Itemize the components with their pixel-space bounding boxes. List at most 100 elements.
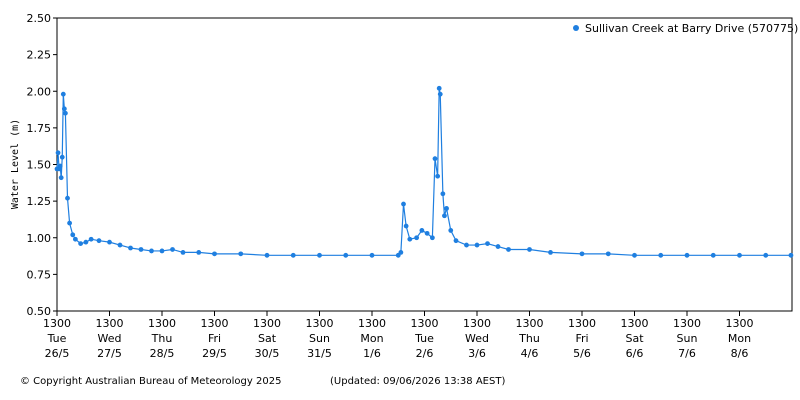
data-point — [170, 247, 175, 252]
data-point — [485, 241, 490, 247]
x-tick-label: Tue — [414, 332, 434, 345]
x-tick-label: 1300 — [43, 317, 71, 330]
x-tick-label: 3/6 — [468, 347, 486, 360]
data-point — [212, 251, 217, 257]
y-tick-label: 2.00 — [27, 85, 52, 98]
x-tick-label: 1300 — [568, 317, 596, 330]
x-tick-label: 1300 — [621, 317, 649, 330]
data-point — [70, 232, 76, 238]
x-tick-label: Fri — [208, 332, 221, 345]
data-point — [579, 251, 585, 257]
data-point — [67, 220, 72, 226]
data-point — [317, 252, 322, 258]
data-point — [448, 228, 454, 233]
x-tick-label: 1/6 — [363, 347, 381, 360]
x-tick-label: 31/5 — [307, 347, 332, 360]
x-tick-label: 1300 — [96, 317, 124, 330]
y-tick-label: 1.75 — [27, 122, 52, 135]
data-point — [83, 239, 89, 245]
x-tick-label: Sun — [309, 332, 330, 345]
data-point — [65, 195, 70, 201]
data-point — [343, 252, 349, 258]
data-point — [196, 250, 202, 255]
data-point — [180, 250, 186, 255]
data-point — [737, 252, 742, 258]
data-point — [58, 175, 64, 181]
x-tick-label: Sat — [625, 332, 644, 345]
x-tick-label: Tue — [47, 332, 67, 345]
y-tick-label: 0.50 — [27, 305, 52, 318]
data-point — [444, 206, 449, 211]
y-tick-label: 0.75 — [27, 268, 52, 281]
data-point — [60, 91, 66, 97]
data-point — [710, 252, 716, 258]
data-point — [548, 250, 553, 255]
x-tick-label: 26/5 — [45, 347, 70, 360]
data-point — [527, 247, 532, 252]
data-point — [398, 250, 404, 255]
x-tick-label: Wed — [98, 332, 122, 345]
y-tick-label: 2.50 — [27, 12, 52, 25]
x-tick-label: 1300 — [673, 317, 701, 330]
x-tick-label: Wed — [465, 332, 489, 345]
x-tick-label: 1300 — [148, 317, 176, 330]
data-point — [290, 252, 296, 258]
data-point — [55, 150, 61, 156]
data-point — [684, 252, 690, 258]
data-point — [57, 163, 63, 169]
updated: (Updated: 09/06/2026 13:38 AEST) — [330, 376, 505, 387]
data-point — [435, 173, 441, 179]
y-tick-label: 2.25 — [27, 49, 52, 62]
data-point — [437, 91, 443, 97]
data-point — [495, 244, 501, 249]
data-point — [149, 248, 154, 254]
data-point — [159, 248, 165, 254]
x-tick-label: 1300 — [201, 317, 229, 330]
x-tick-label: 27/5 — [97, 347, 122, 360]
data-point — [419, 228, 425, 233]
x-tick-label: 4/6 — [521, 347, 539, 360]
x-tick-label: Mon — [360, 332, 383, 345]
data-point — [453, 238, 459, 244]
data-point — [506, 247, 511, 252]
legend-label: Sullivan Creek at Barry Drive (570775) — [585, 22, 798, 35]
data-point — [464, 242, 469, 248]
data-point — [442, 213, 447, 219]
data-point — [78, 241, 84, 247]
x-tick-label: Thu — [151, 332, 173, 345]
data-point — [436, 85, 442, 91]
x-tick-label: 29/5 — [202, 347, 227, 360]
x-tick-label: 1300 — [411, 317, 439, 330]
plot-frame — [56, 17, 793, 312]
x-tick-label: Thu — [518, 332, 540, 345]
x-tick-label: Mon — [728, 332, 751, 345]
data-point — [59, 154, 65, 160]
data-point — [440, 191, 446, 197]
x-tick-label: 5/6 — [573, 347, 591, 360]
data-point — [72, 236, 78, 242]
x-tick-label: Sun — [677, 332, 698, 345]
data-point — [414, 235, 420, 241]
x-tick-label: Sat — [258, 332, 277, 345]
data-point — [63, 110, 68, 116]
data-point — [369, 252, 375, 258]
data-point — [61, 106, 67, 112]
copyright: © Copyright Australian Bureau of Meteoro… — [20, 376, 281, 387]
x-tick-label: 1300 — [463, 317, 491, 330]
data-point — [658, 252, 664, 258]
data-point — [429, 235, 435, 241]
x-tick-label: 1300 — [358, 317, 386, 330]
data-point — [788, 252, 794, 258]
x-tick-label: 1300 — [516, 317, 544, 330]
x-tick-label: 30/5 — [255, 347, 280, 360]
y-tick-label: 1.00 — [27, 232, 52, 245]
data-point — [107, 239, 112, 245]
data-point — [117, 242, 123, 248]
x-tick-label: 8/6 — [731, 347, 749, 360]
data-point — [128, 245, 133, 251]
x-tick-label: 1300 — [726, 317, 754, 330]
data-point — [88, 236, 94, 242]
x-tick-label: 7/6 — [678, 347, 696, 360]
y-tick-label: 1.50 — [27, 159, 52, 172]
